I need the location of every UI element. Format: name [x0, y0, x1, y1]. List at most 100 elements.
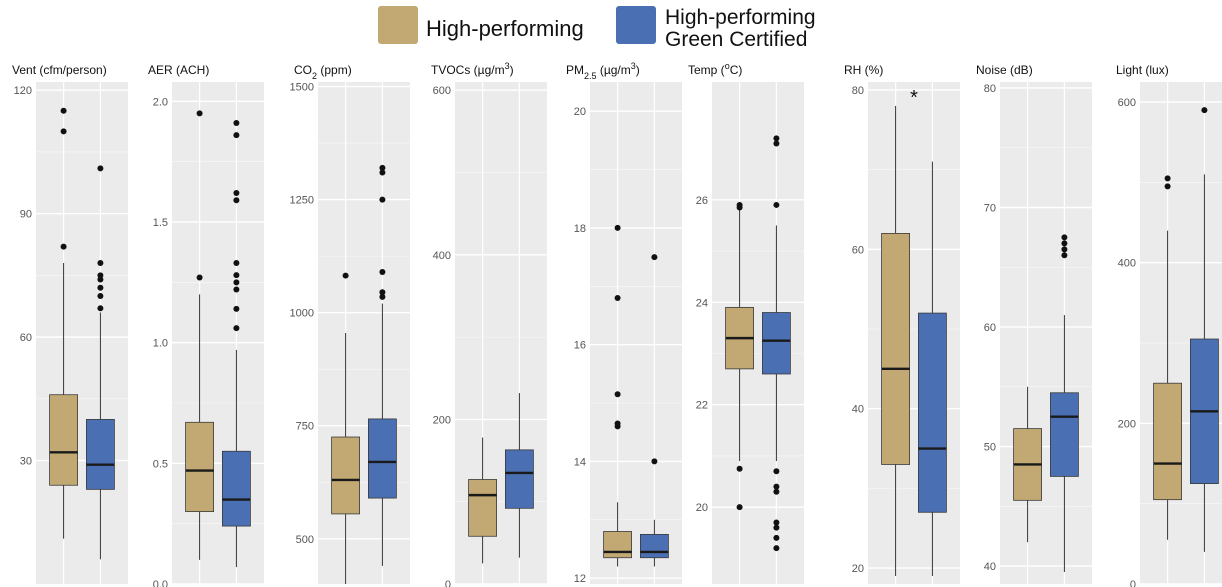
outlier-point — [1061, 234, 1068, 241]
box-high-performing — [881, 105, 910, 577]
box-green-certified — [221, 120, 251, 568]
panel-title-pm25: PM2.5 (µg/m3) — [566, 61, 640, 81]
outlier-point — [773, 534, 780, 541]
iqr-box — [221, 450, 251, 527]
outlier-point — [614, 294, 621, 301]
y-tick-label: 14 — [574, 456, 586, 468]
panel-title-vent: Vent (cfm/person) — [12, 63, 107, 77]
legend-label-green-certified-line1: High-performing — [665, 6, 816, 29]
legend: High-performing High-performing Green Ce… — [0, 0, 1222, 51]
iqr-box — [1050, 392, 1079, 477]
outlier-point — [233, 260, 240, 267]
y-tick-label: 500 — [296, 534, 314, 546]
y-tick-label: 20 — [852, 563, 864, 575]
outlier-point — [233, 286, 240, 293]
box-green-certified — [504, 393, 534, 558]
outlier-point — [233, 305, 240, 312]
iqr-box — [331, 436, 361, 515]
panel-background — [36, 82, 128, 584]
y-tick-label: 400 — [433, 250, 451, 262]
iqr-box — [1153, 382, 1182, 501]
y-tick-label: 200 — [1118, 418, 1136, 430]
legend-swatch-green-certified — [616, 6, 656, 44]
panel-vent: 30 60 90 120 Vent (cfm/person) — [12, 63, 128, 584]
panel-title-co2: CO2 (ppm) — [294, 63, 352, 81]
y-tick-label: 2.0 — [153, 96, 168, 108]
outlier-point — [97, 284, 104, 291]
y-tick-label: 0 — [445, 579, 451, 587]
box-high-performing — [331, 272, 361, 584]
box-high-performing — [1013, 386, 1042, 543]
outlier-point — [97, 260, 104, 267]
outlier-point — [614, 420, 621, 427]
iqr-box — [640, 533, 669, 559]
outlier-point — [233, 190, 240, 197]
legend-swatch-high-performing — [378, 6, 418, 44]
y-tick-label: 22 — [696, 400, 708, 412]
y-tick-label: 12 — [574, 573, 586, 585]
y-tick-label: 600 — [433, 85, 451, 97]
y-tick-label: 600 — [1118, 97, 1136, 109]
outlier-point — [773, 140, 780, 147]
box-green-certified — [1190, 107, 1219, 552]
y-tick-label: 1500 — [290, 82, 314, 94]
y-tick-label: 20 — [696, 502, 708, 514]
box-high-performing — [49, 107, 78, 539]
legend-label-high-performing: High-performing — [426, 16, 584, 41]
panel-noise: 40 50 60 70 80 Noise (dB) — [976, 63, 1092, 584]
y-tick-label: 400 — [1118, 258, 1136, 270]
outlier-point — [196, 274, 203, 281]
outlier-point — [97, 305, 104, 312]
outlier-point — [1164, 183, 1171, 190]
significance-annotation: * — [910, 87, 918, 109]
outlier-point — [233, 325, 240, 332]
outlier-point — [736, 504, 743, 511]
legend-label-green-certified-line2: Green Certified — [665, 28, 807, 50]
y-tick-label: 200 — [433, 414, 451, 426]
outlier-point — [60, 243, 67, 250]
y-tick-label: 1250 — [290, 195, 314, 207]
panel-light: 0 200 400 600 Light (lux) — [1116, 63, 1222, 587]
box-high-performing — [185, 110, 215, 560]
outlier-point — [773, 488, 780, 495]
iqr-box — [468, 479, 498, 537]
outlier-point — [60, 128, 67, 135]
outlier-point — [1164, 175, 1171, 182]
panel-background — [1000, 82, 1092, 584]
iqr-box — [762, 312, 791, 375]
box-green-certified — [640, 254, 669, 567]
panel-tvocs: 0 200 400 600 TVOCs (µg/m3) — [431, 61, 547, 587]
outlier-point — [1061, 246, 1068, 253]
outlier-point — [97, 292, 104, 299]
box-high-performing — [468, 437, 498, 564]
outlier-point — [1061, 252, 1068, 259]
y-tick-label: 26 — [696, 195, 708, 207]
panel-title-light: Light (lux) — [1116, 63, 1169, 77]
outlier-point — [379, 293, 386, 300]
outlier-point — [97, 272, 104, 279]
y-tick-label: 20 — [574, 106, 586, 118]
outlier-point — [233, 279, 240, 286]
outlier-point — [773, 545, 780, 552]
legend-svg: High-performing High-performing Green Ce… — [378, 6, 816, 51]
panel-title-noise: Noise (dB) — [976, 63, 1033, 77]
outlier-point — [773, 201, 780, 208]
outlier-point — [196, 110, 203, 117]
box-high-performing — [603, 224, 632, 567]
y-tick-label: 80 — [852, 85, 864, 97]
iqr-box — [504, 449, 534, 509]
y-tick-label: 120 — [14, 85, 32, 97]
outlier-point — [1201, 107, 1208, 114]
y-tick-label: 60 — [984, 322, 996, 334]
y-tick-label: 18 — [574, 223, 586, 235]
outlier-point — [651, 254, 658, 261]
y-tick-label: 0.5 — [153, 458, 168, 470]
outlier-point — [1061, 240, 1068, 247]
iqr-box — [86, 419, 115, 490]
outlier-point — [379, 196, 386, 203]
iqr-box — [367, 418, 397, 499]
y-tick-label: 40 — [984, 561, 996, 573]
outlier-point — [60, 107, 67, 114]
